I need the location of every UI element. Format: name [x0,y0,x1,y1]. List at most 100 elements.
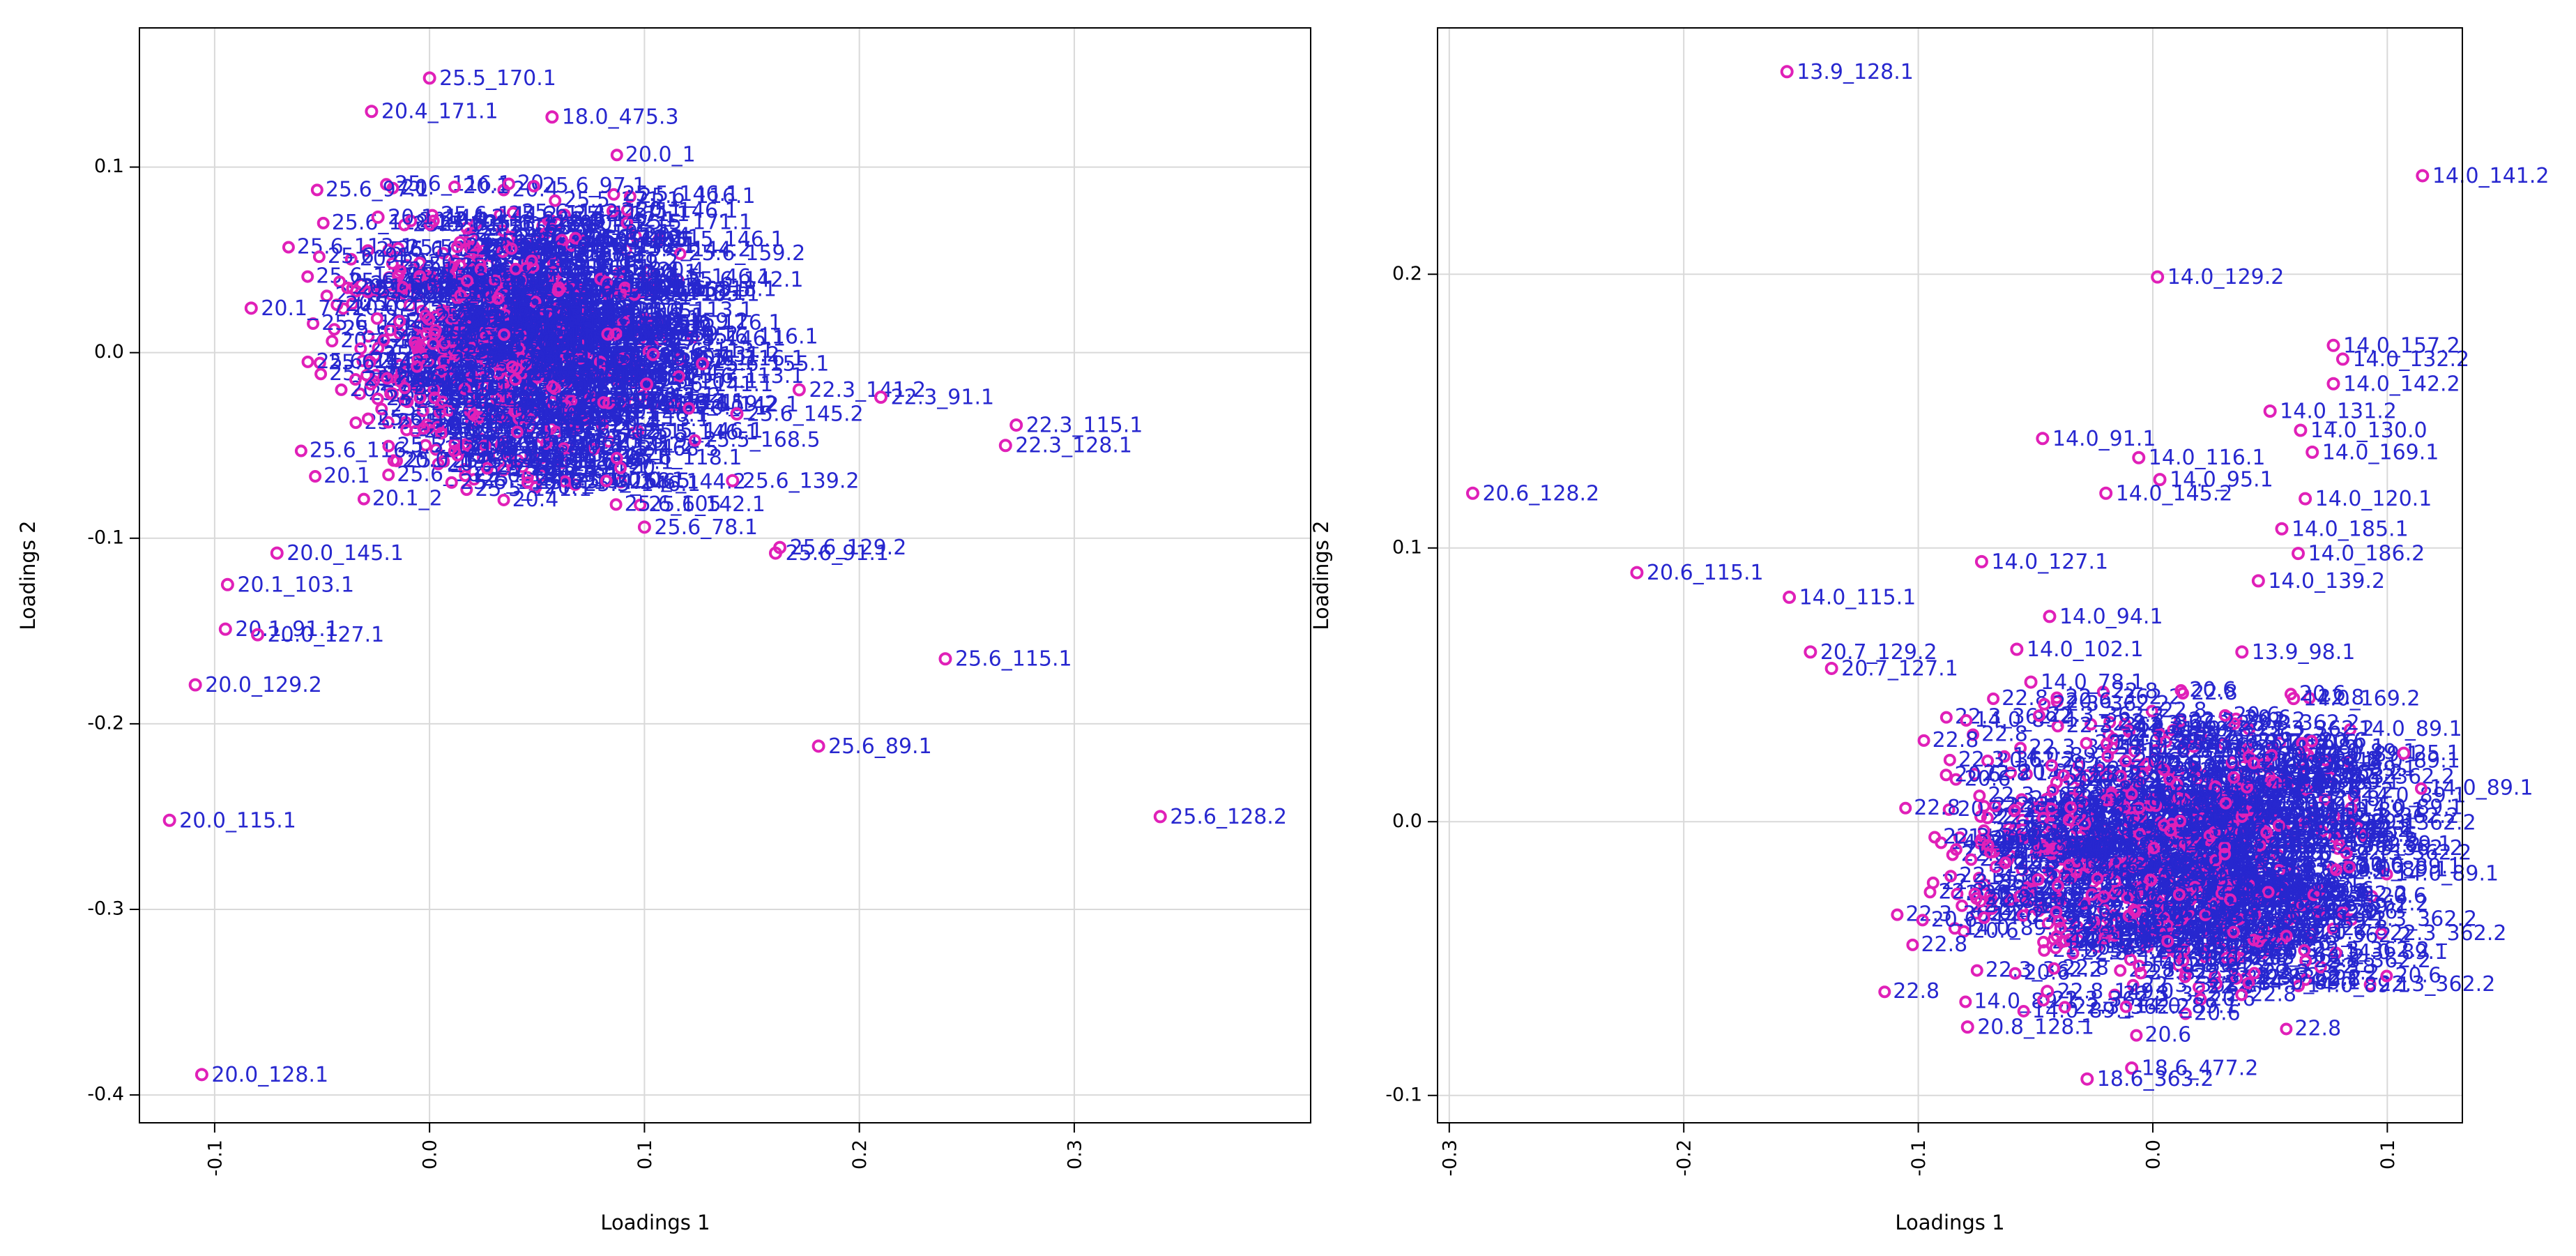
cluster-point [627,427,640,440]
cluster-point-label: 25.6_159.2 [526,447,643,471]
y-tick-label: 0.1 [1392,536,1422,558]
cluster-point [301,270,314,283]
data-point-label: 25.1 [2414,741,2460,766]
x-tick-label: 0.0 [2142,1140,2164,1170]
cluster-point-label: 14.0_89.1 [2140,782,2244,806]
cluster-point [474,395,487,408]
cluster-point [372,342,385,355]
cluster-point [356,354,369,368]
cluster-point-label: 25.6_105.1 [641,370,759,394]
cluster-point-label: 25.5_146.1 [482,402,599,427]
data-point-label: 20.4_171.1 [381,100,498,124]
cluster-point [382,468,395,481]
cluster-point-label: 25.5_146.1 [667,227,784,252]
cluster-point [552,314,565,327]
cluster-point-label: 20.6 [2134,748,2181,773]
cluster-point [448,180,462,193]
data-point-label: 25.6_78.1 [654,515,758,540]
cluster-point-label: 25.5_171.1 [550,425,667,450]
x-tick-label: -0.1 [204,1140,226,1176]
data-point-label: 14.0_127.1 [1991,550,2108,574]
cluster-point-label: 25.6_105 [625,492,722,516]
data-point-label: 13.9_128.1 [1797,60,1914,84]
cluster-point-label: 20.6 [2395,964,2441,988]
cluster-point [477,451,490,464]
data-point-label: 20.1_103.1 [237,573,354,597]
cluster-point [367,284,381,297]
data-point-label: 14.0_78.1 [2041,670,2144,695]
cluster-point-label: 20.1 [323,464,370,488]
cluster-point [458,463,471,476]
cluster-point-label: 25.6_159.2 [661,392,778,416]
cluster-point-label: 25.6_97.1 [326,177,429,202]
cluster-point-label: 14.0_89.1 [1997,833,2101,857]
cluster-point-label: 20.1_2 [521,354,591,379]
cluster-point [558,209,571,222]
cluster-point-label: 25.6_91 [328,244,411,268]
cluster-point-label: 20.1 [654,306,701,331]
cluster-point [362,330,375,343]
cluster-point [579,414,592,427]
cluster-point-label: 20.1 [463,174,510,199]
data-point-label: 14.0_142.2 [2343,372,2460,396]
cluster-point [652,233,665,246]
cluster-point-label: 22.3_362.2 [2048,703,2165,727]
cluster-point-label: 25.6_97.1 [519,236,623,260]
data-point-label: 22.3_91.1 [890,386,994,410]
cluster-point [536,294,549,307]
cluster-point [633,333,646,346]
cluster-point [411,290,424,303]
data-point-label: 20.0_129.2 [205,673,322,697]
right-y-axis-label: Loadings 2 [1309,520,1333,630]
cluster-point-label: 20. [443,385,476,409]
cluster-point-label: 22.8 [2079,795,2126,819]
x-tick-label: 0.3 [1064,1140,1085,1170]
y-tick-label: -0.3 [87,898,124,919]
cluster-point [621,304,634,317]
cluster-point-label: 22.8 [1981,722,2028,747]
data-point-label: 13.9_98.1 [2252,640,2356,665]
data-point-label: 25.6_141.1 [656,372,773,397]
cluster-point-label: 25.6_116.1 [665,310,782,335]
cluster-point [361,244,374,257]
cluster-point-label: 14.0_89.1 [2234,791,2338,815]
cluster-point [386,257,399,270]
cluster-point [494,438,508,451]
left-loadings-plot: 20.0_120.120. 20.425.6_113.125.6_105.125.… [16,27,1311,1234]
cluster-point [525,449,538,462]
cluster-point [540,311,554,324]
data-point-label: 14.0_145.2 [2116,481,2233,506]
cluster-point-label: 25.6_97.1 [542,174,646,198]
cluster-point [495,410,508,423]
data-point-label: 22.8_149.0 [2057,980,2174,1004]
cluster-point-label: 25.5_168.5 [506,286,623,310]
cluster-point [602,435,615,448]
cluster-point [627,396,641,409]
cluster-point-label: 14.0_89.1 [2275,820,2379,845]
x-tick-label: 0.1 [634,1140,656,1170]
cluster-point-label: 22.8 [1893,979,1939,1004]
data-point-label: 14.0_129.2 [2167,265,2285,289]
cluster-point [416,404,429,418]
cluster-point [535,469,548,482]
data-point-label: 14.0_91.1 [2052,427,2156,451]
cluster-point [634,498,647,511]
data-point-label: 25.6_128.2 [1170,805,1287,829]
cluster-point [392,242,405,255]
cluster-point-label: 20.4 [657,258,704,282]
cluster-point [671,273,685,287]
x-tick-label: 0.0 [420,1140,441,1170]
cluster-point [523,420,536,433]
cluster-point [572,400,586,414]
cluster-point [385,288,398,301]
cluster-point [578,322,591,335]
cluster-point [522,315,535,328]
data-point-label: 14.0_102.1 [2027,637,2144,662]
cluster-point-label: 20.4 [463,439,510,463]
cluster-point-label: 22.8 [1921,932,1967,957]
cluster-point-label: 20.1_2 [372,487,443,511]
cluster-point-label: 22.8 [2233,842,2280,866]
cluster-point-label: 25.6_113.1 [567,308,685,333]
y-tick-label: 0.0 [1392,810,1422,832]
cluster-point [422,356,435,369]
